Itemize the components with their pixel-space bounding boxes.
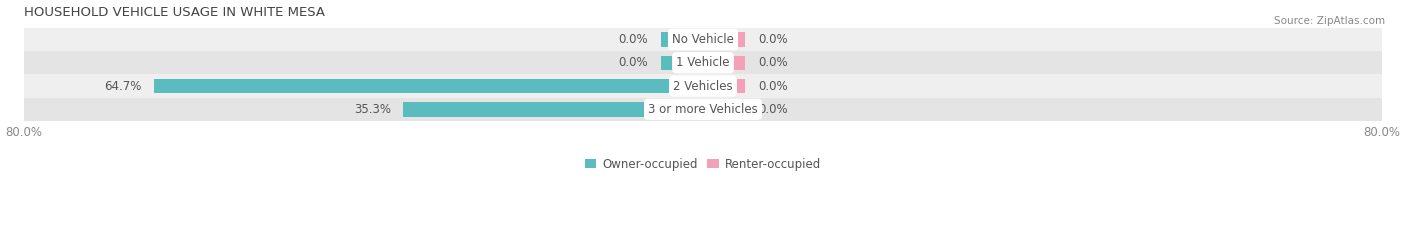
Bar	[404, 102, 703, 116]
Bar	[703, 55, 745, 70]
Bar	[661, 55, 703, 70]
Legend: Owner-occupied, Renter-occupied: Owner-occupied, Renter-occupied	[579, 153, 827, 175]
Text: No Vehicle: No Vehicle	[672, 33, 734, 46]
Bar	[24, 74, 1382, 98]
Bar	[703, 32, 745, 47]
Text: 35.3%: 35.3%	[354, 103, 391, 116]
Text: 0.0%: 0.0%	[758, 103, 787, 116]
Text: 3 or more Vehicles: 3 or more Vehicles	[648, 103, 758, 116]
Text: HOUSEHOLD VEHICLE USAGE IN WHITE MESA: HOUSEHOLD VEHICLE USAGE IN WHITE MESA	[24, 6, 325, 19]
Text: 0.0%: 0.0%	[758, 33, 787, 46]
Text: 0.0%: 0.0%	[619, 56, 648, 69]
Bar	[24, 28, 1382, 51]
Bar	[24, 98, 1382, 121]
Text: 2 Vehicles: 2 Vehicles	[673, 79, 733, 93]
Bar	[24, 51, 1382, 74]
Text: 0.0%: 0.0%	[758, 79, 787, 93]
Bar	[153, 79, 703, 93]
Text: 0.0%: 0.0%	[619, 33, 648, 46]
Text: 64.7%: 64.7%	[104, 79, 141, 93]
Bar	[661, 32, 703, 47]
Text: Source: ZipAtlas.com: Source: ZipAtlas.com	[1274, 16, 1385, 26]
Bar	[703, 102, 745, 116]
Bar	[703, 79, 745, 93]
Text: 1 Vehicle: 1 Vehicle	[676, 56, 730, 69]
Text: 0.0%: 0.0%	[758, 56, 787, 69]
